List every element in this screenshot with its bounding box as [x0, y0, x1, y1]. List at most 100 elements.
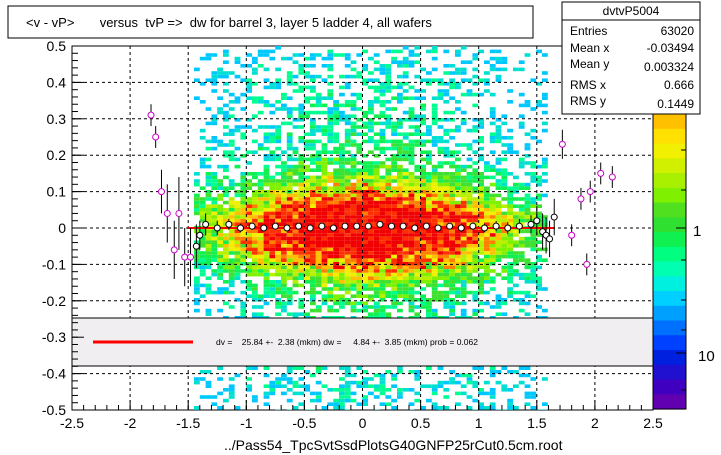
- density-cell: [321, 251, 328, 255]
- density-cell: [397, 143, 403, 147]
- density-cell: [501, 233, 508, 237]
- density-cell: [420, 406, 426, 410]
- density-cell: [478, 301, 484, 306]
- density-cell: [315, 276, 322, 280]
- density-cell: [373, 200, 380, 205]
- density-cell: [455, 204, 461, 208]
- density-cell: [327, 175, 334, 180]
- density-cell: [246, 96, 252, 100]
- density-cell: [228, 92, 235, 97]
- density-cell: [263, 139, 270, 144]
- density-cell: [379, 208, 386, 212]
- density-cell: [344, 161, 351, 165]
- density-cell: [489, 373, 496, 378]
- density-cell: [344, 100, 351, 104]
- density-cell: [513, 406, 519, 410]
- density-cell: [344, 197, 351, 201]
- density-cell: [321, 186, 328, 190]
- density-cell: [507, 294, 513, 298]
- density-cell: [489, 168, 496, 172]
- density-cell: [379, 312, 386, 316]
- density-cell: [472, 244, 479, 248]
- density-cell: [379, 294, 386, 298]
- density-cell: [513, 244, 519, 248]
- density-cell: [356, 269, 363, 273]
- density-cell: [350, 193, 357, 198]
- density-cell: [449, 164, 455, 169]
- density-cell: [304, 258, 310, 262]
- density-cell: [252, 398, 258, 403]
- density-cell: [449, 193, 455, 198]
- density-cell: [460, 251, 467, 255]
- density-cell: [362, 402, 368, 406]
- density-cell: [228, 200, 235, 205]
- density-cell: [368, 71, 374, 75]
- density-cell: [211, 258, 218, 262]
- density-cell: [495, 60, 502, 64]
- density-cell: [455, 53, 461, 57]
- density-cell: [217, 391, 223, 396]
- density-cell: [426, 262, 432, 266]
- density-cell: [437, 384, 444, 388]
- density-cell: [455, 244, 461, 248]
- density-cell: [379, 100, 386, 104]
- density-cell: [373, 190, 380, 194]
- density-cell: [484, 175, 490, 180]
- fit-result-text: dv = 25.84 +- 2.38 (mkm) dw = 4.84 +- 3.…: [216, 337, 478, 347]
- density-cell: [449, 236, 455, 241]
- density-cell: [437, 254, 444, 259]
- density-cell: [466, 395, 473, 399]
- density-cell: [420, 182, 426, 187]
- density-cell: [356, 402, 363, 406]
- density-cell: [373, 240, 380, 244]
- density-cell: [460, 258, 467, 262]
- density-cell: [240, 179, 247, 183]
- density-cell: [194, 258, 200, 262]
- density-cell: [495, 208, 502, 212]
- density-cell: [484, 247, 490, 252]
- density-cell: [292, 218, 299, 223]
- density-cell: [414, 280, 421, 284]
- density-cell: [344, 254, 351, 259]
- density-cell: [507, 208, 513, 212]
- density-cell: [205, 251, 212, 255]
- density-cell: [478, 236, 484, 241]
- density-cell: [455, 290, 461, 295]
- density-cell: [455, 280, 461, 284]
- density-cell: [408, 233, 415, 237]
- density-cell: [397, 388, 403, 392]
- density-cell: [310, 143, 316, 147]
- density-cell: [339, 391, 345, 396]
- density-cell: [402, 136, 409, 140]
- density-cell: [344, 283, 351, 288]
- density-cell: [426, 305, 432, 309]
- density-cell: [426, 157, 432, 162]
- density-cell: [350, 269, 357, 273]
- density-cell: [333, 283, 339, 288]
- density-cell: [263, 283, 270, 288]
- density-cell: [315, 53, 322, 57]
- density-cell: [455, 211, 461, 216]
- density-cell: [205, 258, 212, 262]
- density-cell: [223, 208, 229, 212]
- density-cell: [356, 384, 363, 388]
- density-cell: [373, 204, 380, 208]
- density-cell: [234, 164, 241, 169]
- density-cell: [211, 172, 218, 176]
- density-cell: [194, 204, 200, 208]
- density-cell: [240, 262, 247, 266]
- density-cell: [321, 208, 328, 212]
- density-cell: [356, 118, 363, 122]
- density-cell: [518, 229, 525, 234]
- density-cell: [455, 175, 461, 180]
- density-cell: [478, 240, 484, 244]
- density-cell: [495, 254, 502, 259]
- density-cell: [402, 82, 409, 86]
- density-cell: [472, 208, 479, 212]
- density-cell: [240, 132, 247, 136]
- density-cell: [518, 204, 525, 208]
- density-cell: [472, 294, 479, 298]
- density-cell: [385, 139, 392, 144]
- density-cell: [426, 200, 432, 205]
- density-cell: [292, 283, 299, 288]
